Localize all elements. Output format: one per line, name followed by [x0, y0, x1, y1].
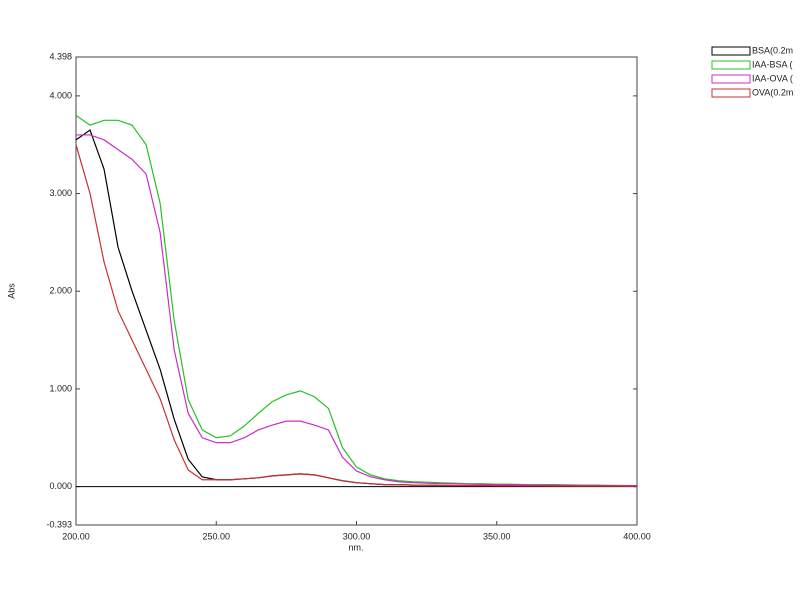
- y-tick-label: 1.000: [49, 383, 72, 393]
- legend-swatch: [711, 46, 751, 56]
- x-tick-label: 250.00: [202, 531, 230, 541]
- x-axis-label: nm.: [348, 542, 363, 552]
- legend-label: IAA-OVA (: [752, 73, 793, 83]
- y-tick-label: 4.000: [49, 90, 72, 100]
- legend-label: IAA-BSA (: [752, 59, 793, 69]
- y-tick-label: 2.000: [49, 286, 72, 296]
- y-tick-label: 3.000: [49, 188, 72, 198]
- legend-swatch: [711, 60, 751, 70]
- x-tick-label: 400.00: [623, 531, 651, 541]
- x-tick-label: 200.00: [62, 531, 90, 541]
- legend-box: [712, 45, 800, 129]
- legend-swatch: [711, 88, 751, 98]
- legend-label: OVA(0.2m: [752, 87, 793, 97]
- y-tick-label: 0.000: [49, 481, 72, 491]
- series-line: [76, 134, 637, 487]
- y-tick-label: 4.398: [49, 51, 72, 61]
- legend-swatch: [711, 74, 751, 84]
- y-tick-label: -0.393: [46, 519, 72, 529]
- legend-label: BSA(0.2m: [752, 45, 793, 55]
- series-line: [75, 144, 637, 487]
- x-tick-label: 350.00: [483, 531, 511, 541]
- x-tick-label: 300.00: [343, 531, 371, 541]
- y-axis-label: Abs: [6, 283, 16, 299]
